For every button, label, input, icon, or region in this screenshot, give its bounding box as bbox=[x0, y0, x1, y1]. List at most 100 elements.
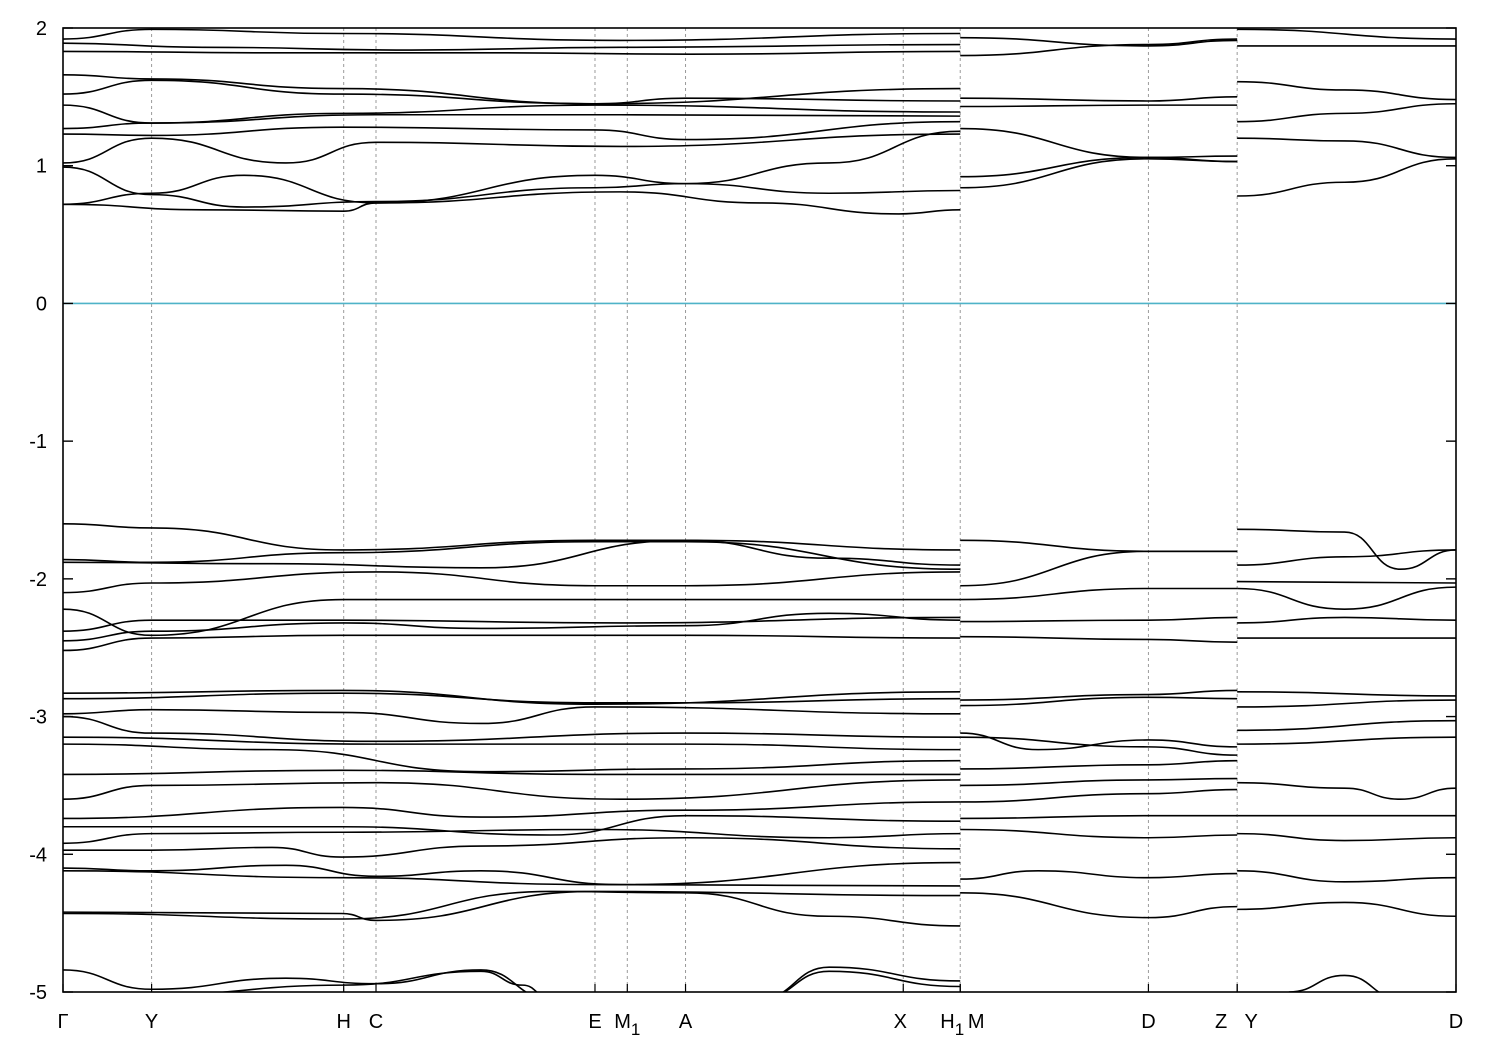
plot-frame-rect bbox=[62, 27, 1457, 993]
y-tick-label: -5 bbox=[29, 982, 47, 1004]
band-line bbox=[63, 870, 961, 887]
x-tick-label: Y bbox=[1244, 1011, 1257, 1033]
band-line bbox=[1237, 781, 1456, 801]
band-line bbox=[1237, 586, 1456, 610]
x-tick-label: A bbox=[679, 1011, 693, 1033]
y-tick-label: 2 bbox=[36, 18, 47, 40]
band-line bbox=[63, 79, 961, 105]
band-line bbox=[215, 970, 538, 992]
band-line bbox=[960, 759, 1238, 770]
band-line bbox=[63, 689, 961, 705]
band-line bbox=[63, 692, 961, 704]
band-line bbox=[1237, 528, 1456, 571]
band-line bbox=[1237, 901, 1456, 918]
band-line bbox=[960, 736, 1238, 756]
band-line bbox=[960, 635, 1238, 644]
band-line bbox=[1237, 616, 1456, 624]
band-line bbox=[960, 814, 1238, 820]
x-tick-label: Γ bbox=[57, 1011, 68, 1033]
band-line bbox=[960, 96, 1238, 102]
band-line bbox=[63, 736, 961, 751]
y-tick-label: -3 bbox=[29, 707, 47, 729]
band-line bbox=[960, 777, 1238, 787]
x-tick-label: Y bbox=[145, 1011, 158, 1033]
band-line bbox=[960, 539, 1238, 553]
x-tick-label-subscript: 1 bbox=[955, 1020, 964, 1039]
band-line bbox=[1237, 580, 1456, 584]
band-line bbox=[63, 50, 961, 55]
band-line bbox=[63, 522, 961, 551]
band-line bbox=[63, 113, 961, 130]
band-line bbox=[63, 130, 961, 208]
band-line bbox=[1237, 28, 1456, 40]
plot-frame bbox=[62, 27, 1457, 993]
band-line bbox=[781, 966, 961, 992]
band-lines bbox=[63, 28, 1456, 992]
band-line bbox=[1237, 102, 1456, 123]
band-line bbox=[960, 732, 1238, 751]
band-line bbox=[63, 598, 961, 637]
band-line bbox=[63, 120, 961, 141]
band-line bbox=[960, 696, 1238, 707]
band-line bbox=[63, 612, 961, 642]
band-line bbox=[63, 801, 961, 820]
band-line bbox=[783, 970, 961, 992]
band-line bbox=[63, 74, 961, 105]
x-tick-label-subscript: 1 bbox=[631, 1020, 640, 1039]
x-tick-label: D bbox=[1141, 1011, 1155, 1033]
band-line bbox=[63, 28, 961, 42]
band-line bbox=[63, 890, 961, 927]
band-line bbox=[1237, 699, 1456, 708]
y-tick-label: -4 bbox=[29, 844, 47, 866]
band-line bbox=[960, 587, 1238, 601]
band-line bbox=[960, 104, 1238, 108]
band-line bbox=[1237, 870, 1456, 883]
band-line bbox=[63, 174, 961, 206]
band-line bbox=[960, 38, 1238, 57]
high-symmetry-gridlines bbox=[151, 28, 1238, 992]
x-tick-label: E bbox=[588, 1011, 601, 1033]
band-line bbox=[1237, 158, 1456, 197]
band-line bbox=[63, 191, 961, 215]
x-tick-label: M1 bbox=[614, 1011, 640, 1039]
band-line bbox=[1237, 80, 1456, 101]
band-line bbox=[960, 689, 1238, 701]
band-line bbox=[63, 769, 961, 776]
band-line bbox=[1237, 549, 1456, 566]
band-line bbox=[960, 36, 1238, 47]
y-axis-ticks: 2 1 0 -1 -2 -3 -4 -5 bbox=[29, 18, 1456, 1004]
x-tick-label: Z bbox=[1215, 1011, 1227, 1033]
band-line bbox=[63, 779, 961, 801]
band-line bbox=[960, 828, 1238, 839]
x-tick-label: X bbox=[894, 1011, 907, 1033]
band-line bbox=[63, 634, 961, 652]
x-tick-label: C bbox=[369, 1011, 383, 1033]
band-line bbox=[63, 743, 961, 773]
band-line bbox=[63, 539, 961, 569]
band-line bbox=[1237, 736, 1456, 745]
band-line bbox=[63, 861, 961, 886]
band-line bbox=[1237, 137, 1456, 159]
band-line bbox=[63, 814, 961, 836]
band-line bbox=[63, 42, 961, 51]
y-tick-label: 1 bbox=[36, 156, 47, 178]
band-line bbox=[1237, 719, 1456, 732]
band-line bbox=[960, 892, 1238, 919]
band-line bbox=[63, 969, 528, 992]
band-line bbox=[1237, 832, 1456, 842]
band-line bbox=[960, 788, 1238, 803]
x-tick-label: H1 bbox=[940, 1011, 964, 1039]
y-tick-label: 0 bbox=[36, 293, 47, 315]
band-line bbox=[63, 828, 961, 845]
y-tick-label: -1 bbox=[29, 431, 47, 453]
band-line bbox=[960, 550, 1238, 587]
y-tick-label: -2 bbox=[29, 569, 47, 591]
band-line bbox=[63, 616, 961, 632]
band-line bbox=[63, 571, 961, 594]
band-line bbox=[63, 715, 961, 743]
x-tick-label: D bbox=[1449, 1011, 1463, 1033]
x-tick-label: M bbox=[968, 1011, 985, 1033]
band-line bbox=[1288, 974, 1380, 992]
band-line bbox=[960, 155, 1238, 178]
